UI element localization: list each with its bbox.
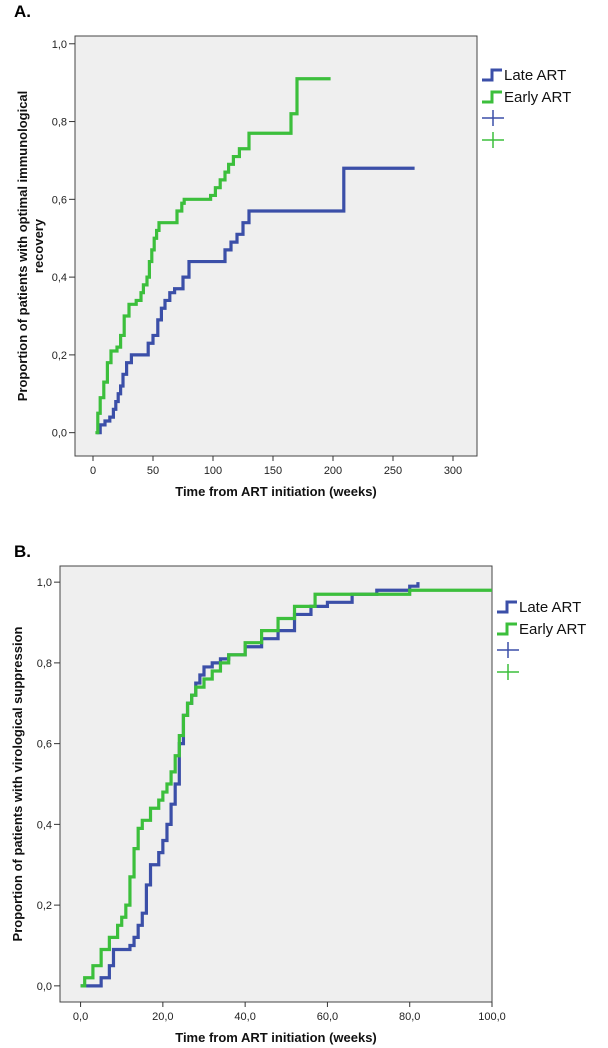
series-line-late-art: [96, 166, 415, 435]
x-tick-label: 100,0: [478, 1011, 506, 1023]
legend-swatch-late-art: [497, 600, 517, 614]
y-tick-label: 1,0: [52, 39, 67, 51]
x-axis-title: Time from ART initiation (weeks): [175, 484, 377, 499]
legend-label-early-art: Early ART: [519, 621, 586, 638]
y-axis-title-line-2: recovery: [31, 218, 46, 273]
x-tick-label: 40,0: [234, 1011, 255, 1023]
x-axis-title: Time from ART initiation (weeks): [175, 1030, 377, 1045]
x-tick-label: 20,0: [152, 1011, 173, 1023]
y-axis-title-line-1: Proportion of patients with optimal immu…: [15, 91, 30, 402]
y-tick-label: 0,8: [52, 117, 67, 129]
y-axis-title: Proportion of patients with virological …: [10, 626, 25, 941]
y-tick-label: 0,8: [37, 658, 52, 670]
plot-area: [74, 35, 478, 457]
x-tick-label: 0,0: [73, 1011, 88, 1023]
panel-a-label: A.: [14, 2, 31, 21]
x-tick-label: 80,0: [399, 1011, 420, 1023]
y-tick-label: 0,2: [52, 350, 67, 362]
legend-label-early-art: Early ART: [504, 89, 571, 106]
x-tick-label: 0: [90, 465, 96, 477]
legend-label-late-art: Late ART: [519, 599, 581, 616]
y-tick-label: 0,6: [37, 739, 52, 751]
series-line-early-art: [95, 77, 331, 435]
x-tick-label: 200: [324, 465, 342, 477]
y-tick-label: 1,0: [37, 577, 52, 589]
legend-swatch-late-art: [482, 68, 502, 82]
y-axis-title: Proportion of patients with optimal immu…: [15, 91, 46, 402]
legend-label-late-art: Late ART: [504, 67, 566, 84]
y-tick-label: 0,0: [37, 981, 52, 993]
x-tick-label: 100: [204, 465, 222, 477]
y-tick-label: 0,4: [52, 272, 67, 284]
x-tick-label: 150: [264, 465, 282, 477]
y-tick-label: 0,6: [52, 194, 67, 206]
legend-swatch-early-art: [497, 622, 517, 636]
chart-a: 0 50 100 150 200 250 300 0,0 0,2 0,4 0,6 0,8 1,0 Time…: [15, 35, 571, 499]
x-tick-label: 250: [384, 465, 402, 477]
panel-b-label: B.: [14, 542, 31, 561]
legend-swatch-early-art: [482, 90, 502, 104]
chart-b: 0,0 20,0 40,0 60,0 80,0 100,0 0,0 0,2 0,4 0,6 0,8 1…: [10, 565, 586, 1045]
y-tick-label: 0,0: [52, 428, 67, 440]
series-line-early-art: [80, 588, 492, 988]
y-tick-label: 0,2: [37, 900, 52, 912]
y-tick-label: 0,4: [37, 819, 52, 831]
x-tick-label: 50: [147, 465, 159, 477]
x-tick-label: 60,0: [317, 1011, 338, 1023]
x-tick-label: 300: [444, 465, 462, 477]
